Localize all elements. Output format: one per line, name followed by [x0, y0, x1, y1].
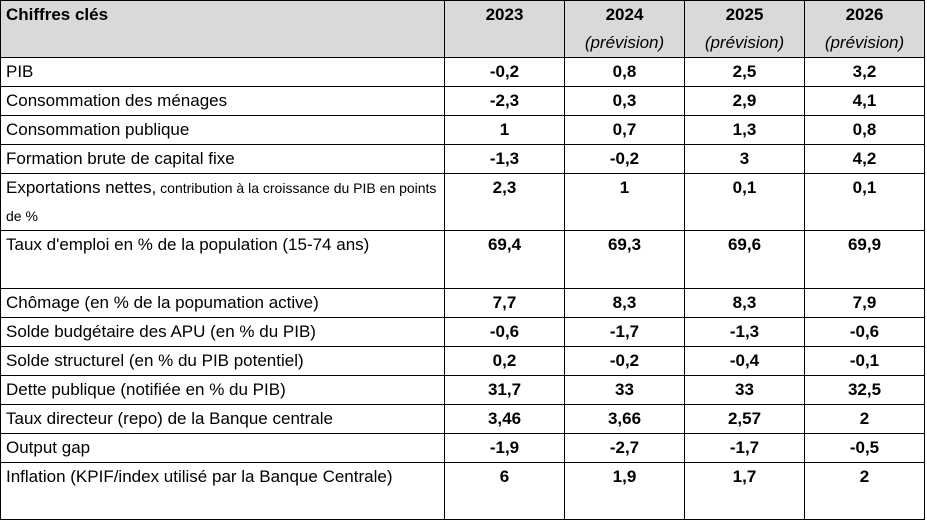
cell-2023: -2,3 — [444, 86, 565, 116]
table-row: Solde budgétaire des APU (en % du PIB) -… — [0, 317, 925, 347]
table-row: Dette publique (notifiée en % du PIB) 31… — [0, 375, 925, 405]
cell-2023: 6 — [444, 462, 565, 520]
cell-2024: 3,66 — [564, 404, 685, 434]
row-label: Output gap — [0, 433, 445, 463]
row-label: Inflation (KPIF/index utilisé par la Ban… — [0, 462, 445, 520]
cell-2023: 1 — [444, 115, 565, 145]
row-label: Solde budgétaire des APU (en % du PIB) — [0, 317, 445, 347]
row-label-cell: Exportations nettes, contribution à la c… — [0, 173, 445, 231]
table-body: PIB -0,2 0,8 2,5 3,2 Consommation des mé… — [0, 57, 925, 520]
row-label: PIB — [0, 57, 445, 87]
cell-2024: 1,9 — [564, 462, 685, 520]
row-label: Taux directeur (repo) de la Banque centr… — [0, 404, 445, 434]
cell-2026: 4,2 — [804, 144, 925, 174]
cell-2025: 69,6 — [684, 230, 805, 289]
table-row: Solde structurel (en % du PIB potentiel)… — [0, 346, 925, 376]
table-row: Chômage (en % de la popumation active) 7… — [0, 288, 925, 318]
cell-2026: -0,6 — [804, 317, 925, 347]
cell-2026: 32,5 — [804, 375, 925, 405]
cell-2023: 7,7 — [444, 288, 565, 318]
header-year-2026: 2026 (prévision) — [804, 0, 925, 58]
cell-2026: -0,5 — [804, 433, 925, 463]
cell-2026: 3,2 — [804, 57, 925, 87]
cell-2025: -1,7 — [684, 433, 805, 463]
header-year-2023: 2023 — [444, 0, 565, 58]
header-subtitle: (prévision) — [704, 33, 785, 52]
cell-2024: -2,7 — [564, 433, 685, 463]
header-year-2024: 2024 (prévision) — [564, 0, 685, 58]
cell-2026: 7,9 — [804, 288, 925, 318]
cell-2024: 1 — [564, 173, 685, 231]
row-note: contribution à la croissance du PIB en p… — [6, 180, 437, 224]
table-row: Formation brute de capital fixe -1,3 -0,… — [0, 144, 925, 174]
cell-2025: 1,3 — [684, 115, 805, 145]
cell-2023: 69,4 — [444, 230, 565, 289]
cell-2026: 2 — [804, 462, 925, 520]
table-row: Consommation des ménages -2,3 0,3 2,9 4,… — [0, 86, 925, 116]
table-row: Consommation publique 1 0,7 1,3 0,8 — [0, 115, 925, 145]
table-row: PIB -0,2 0,8 2,5 3,2 — [0, 57, 925, 87]
header-label: Chiffres clés — [6, 5, 109, 24]
row-label: Consommation publique — [0, 115, 445, 145]
cell-2025: 3 — [684, 144, 805, 174]
cell-2024: 0,3 — [564, 86, 685, 116]
row-label: Taux d'emploi en % de la population (15-… — [0, 230, 445, 289]
cell-2023: -1,3 — [444, 144, 565, 174]
cell-2024: 69,3 — [564, 230, 685, 289]
cell-2024: -0,2 — [564, 144, 685, 174]
cell-2024: 0,8 — [564, 57, 685, 87]
cell-2025: 2,9 — [684, 86, 805, 116]
header-subtitle: (prévision) — [584, 33, 665, 52]
table-header: Chiffres clés 2023 2024 (prévision) 2025… — [0, 0, 925, 58]
cell-2024: 33 — [564, 375, 685, 405]
row-label: Consommation des ménages — [0, 86, 445, 116]
cell-2025: 2,57 — [684, 404, 805, 434]
cell-2026: 69,9 — [804, 230, 925, 289]
row-label: Solde structurel (en % du PIB potentiel) — [0, 346, 445, 376]
cell-2026: -0,1 — [804, 346, 925, 376]
header-year: 2026 — [845, 5, 884, 24]
row-label: Dette publique (notifiée en % du PIB) — [0, 375, 445, 405]
row-label: Exportations nettes, — [6, 178, 157, 197]
cell-2024: 8,3 — [564, 288, 685, 318]
table-row: Taux directeur (repo) de la Banque centr… — [0, 404, 925, 434]
table-row: Inflation (KPIF/index utilisé par la Ban… — [0, 462, 925, 520]
cell-2023: 31,7 — [444, 375, 565, 405]
row-label: Chômage (en % de la popumation active) — [0, 288, 445, 318]
cell-2023: -0,2 — [444, 57, 565, 87]
table-row: Output gap -1,9 -2,7 -1,7 -0,5 — [0, 433, 925, 463]
header-subtitle: (prévision) — [824, 33, 905, 52]
cell-2025: 8,3 — [684, 288, 805, 318]
header-label-cell: Chiffres clés — [0, 0, 445, 58]
cell-2023: -1,9 — [444, 433, 565, 463]
cell-2026: 4,1 — [804, 86, 925, 116]
row-label: Formation brute de capital fixe — [0, 144, 445, 174]
table-row: Exportations nettes, contribution à la c… — [0, 173, 925, 231]
cell-2025: -0,4 — [684, 346, 805, 376]
header-year: 2025 — [725, 5, 764, 24]
cell-2025: 2,5 — [684, 57, 805, 87]
cell-2026: 0,1 — [804, 173, 925, 231]
cell-2025: 1,7 — [684, 462, 805, 520]
header-year: 2023 — [485, 5, 524, 24]
cell-2025: -1,3 — [684, 317, 805, 347]
cell-2023: 2,3 — [444, 173, 565, 231]
cell-2024: -0,2 — [564, 346, 685, 376]
cell-2024: 0,7 — [564, 115, 685, 145]
header-row: Chiffres clés 2023 2024 (prévision) 2025… — [0, 0, 925, 58]
cell-2025: 0,1 — [684, 173, 805, 231]
cell-2026: 2 — [804, 404, 925, 434]
cell-2025: 33 — [684, 375, 805, 405]
cell-2026: 0,8 — [804, 115, 925, 145]
header-year-2025: 2025 (prévision) — [684, 0, 805, 58]
header-year: 2024 — [605, 5, 644, 24]
cell-2024: -1,7 — [564, 317, 685, 347]
cell-2023: -0,6 — [444, 317, 565, 347]
cell-2023: 0,2 — [444, 346, 565, 376]
cell-2023: 3,46 — [444, 404, 565, 434]
table-row: Taux d'emploi en % de la population (15-… — [0, 230, 925, 289]
